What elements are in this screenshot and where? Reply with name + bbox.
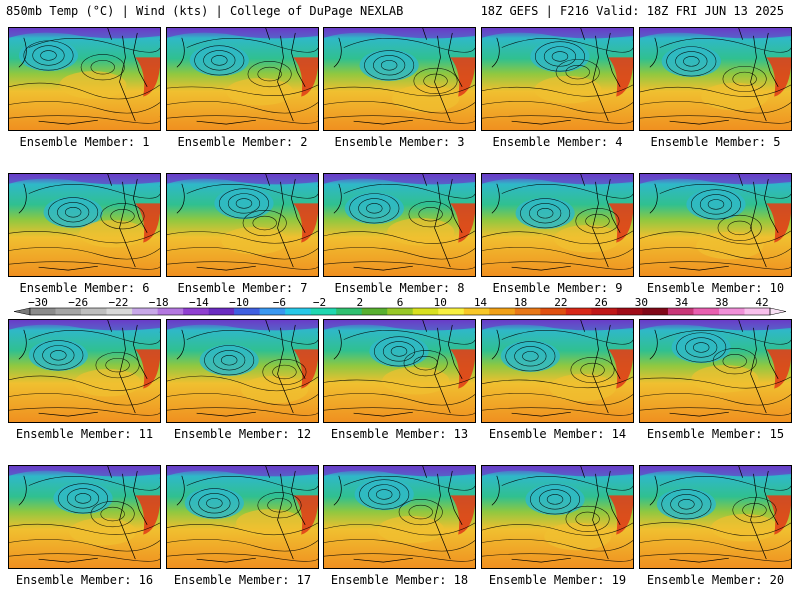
ensemble-member-label: Ensemble Member: 19 [488, 573, 627, 587]
colorbar-tick-label: 26 [594, 296, 607, 309]
colorbar-tick-label: −10 [229, 296, 249, 309]
ensemble-member-label: Ensemble Member: 13 [330, 427, 469, 441]
colorbar-swatch [514, 308, 541, 315]
ensemble-member-label: Ensemble Member: 6 [19, 281, 150, 295]
ensemble-map-panel [8, 173, 161, 277]
colorbar-swatch [565, 308, 592, 315]
ensemble-map-panel [166, 27, 319, 131]
colorbar-tick-label: 30 [635, 296, 648, 309]
ensemble-map-panel [481, 173, 634, 277]
ensemble-member-label: Ensemble Member: 14 [488, 427, 627, 441]
ensemble-map-panel [639, 27, 792, 131]
ensemble-map-panel [323, 173, 476, 277]
colorbar-swatch [81, 308, 107, 315]
ensemble-member-label: Ensemble Member: 8 [334, 281, 465, 295]
colorbar-swatch [387, 308, 414, 315]
colorbar-swatch [285, 308, 311, 315]
ensemble-member-label: Ensemble Member: 9 [492, 281, 623, 295]
header-left-title: 850mb Temp (°C) | Wind (kts) | College o… [6, 4, 404, 18]
colorbar-tick-label: 34 [675, 296, 689, 309]
ensemble-map-panel [323, 465, 476, 569]
colorbar-tick-label: 18 [514, 296, 527, 309]
ensemble-member-label: Ensemble Member: 10 [646, 281, 785, 295]
colorbar-swatch [744, 308, 771, 315]
ensemble-member-label: Ensemble Member: 1 [19, 135, 150, 149]
colorbar-max-arrow [769, 307, 787, 316]
colorbar-tick-label: −18 [149, 296, 169, 309]
colorbar-tick-label: 14 [474, 296, 488, 309]
colorbar-tick-label: 6 [397, 296, 404, 309]
ensemble-map-panel [8, 27, 161, 131]
header-right-title: 18Z GEFS | F216 Valid: 18Z FRI JUN 13 20… [480, 4, 784, 18]
colorbar-swatch [183, 308, 209, 315]
ensemble-member-label: Ensemble Member: 12 [173, 427, 312, 441]
ensemble-member-label: Ensemble Member: 2 [177, 135, 308, 149]
ensemble-member-label: Ensemble Member: 20 [646, 573, 785, 587]
ensemble-map-panel [166, 465, 319, 569]
ensemble-member-label: Ensemble Member: 4 [492, 135, 623, 149]
ensemble-map-panel [8, 319, 161, 423]
colorbar-tick-label: −26 [68, 296, 88, 309]
ensemble-member-label: Ensemble Member: 11 [15, 427, 154, 441]
colorbar-min-arrow [13, 307, 31, 316]
colorbar-swatch [234, 308, 260, 315]
ensemble-member-label: Ensemble Member: 7 [177, 281, 308, 295]
ensemble-member-label: Ensemble Member: 18 [330, 573, 469, 587]
ensemble-member-label: Ensemble Member: 17 [173, 573, 312, 587]
colorbar-swatch [616, 308, 643, 315]
colorbar-swatch [642, 308, 669, 315]
colorbar-swatch [361, 308, 388, 315]
ensemble-member-label: Ensemble Member: 5 [650, 135, 781, 149]
ensemble-member-label: Ensemble Member: 16 [15, 573, 154, 587]
colorbar-tick-label: −22 [109, 296, 129, 309]
colorbar-swatch [310, 308, 337, 315]
ensemble-map-panel [481, 319, 634, 423]
colorbar-tick-label: 22 [554, 296, 567, 309]
ensemble-member-label: Ensemble Member: 3 [334, 135, 465, 149]
colorbar-swatch [412, 308, 439, 315]
colorbar-swatch [106, 308, 133, 315]
colorbar-swatch [208, 308, 235, 315]
ensemble-map-panel [481, 27, 634, 131]
colorbar-swatch [591, 308, 618, 315]
colorbar-swatch [157, 308, 184, 315]
colorbar-tick-label: 42 [755, 296, 768, 309]
ensemble-map-panel [8, 465, 161, 569]
colorbar-tick-label: 38 [715, 296, 728, 309]
ensemble-map-panel [323, 319, 476, 423]
colorbar-swatch [438, 308, 465, 315]
colorbar-swatch [55, 308, 82, 315]
temperature-colorbar: −30 −26 −22 −18 −14 −10 −6 −2 2 6 10 14 18 22 26 30 34 38… [13, 296, 787, 316]
colorbar-swatch [489, 308, 516, 315]
colorbar-tick-label: 2 [356, 296, 363, 309]
ensemble-map-panel [166, 173, 319, 277]
colorbar-swatch [463, 308, 490, 315]
colorbar-swatch [336, 308, 363, 315]
ensemble-map-panel [639, 319, 792, 423]
colorbar-swatch [718, 308, 745, 315]
colorbar-swatch [30, 308, 56, 315]
colorbar-tick-label: −6 [273, 296, 286, 309]
ensemble-map-panel [639, 173, 792, 277]
colorbar-tick-label: −2 [313, 296, 326, 309]
colorbar-swatch [540, 308, 567, 315]
colorbar-swatch [132, 308, 158, 315]
colorbar-tick-label: −30 [28, 296, 48, 309]
ensemble-map-panel [639, 465, 792, 569]
colorbar-swatch [259, 308, 286, 315]
colorbar-tick-label: −14 [189, 296, 209, 309]
ensemble-map-panel [323, 27, 476, 131]
ensemble-map-panel [481, 465, 634, 569]
colorbar-swatch [667, 308, 694, 315]
colorbar-swatch [693, 308, 720, 315]
colorbar-tick-label: 10 [434, 296, 447, 309]
ensemble-member-label: Ensemble Member: 15 [646, 427, 785, 441]
ensemble-map-panel [166, 319, 319, 423]
